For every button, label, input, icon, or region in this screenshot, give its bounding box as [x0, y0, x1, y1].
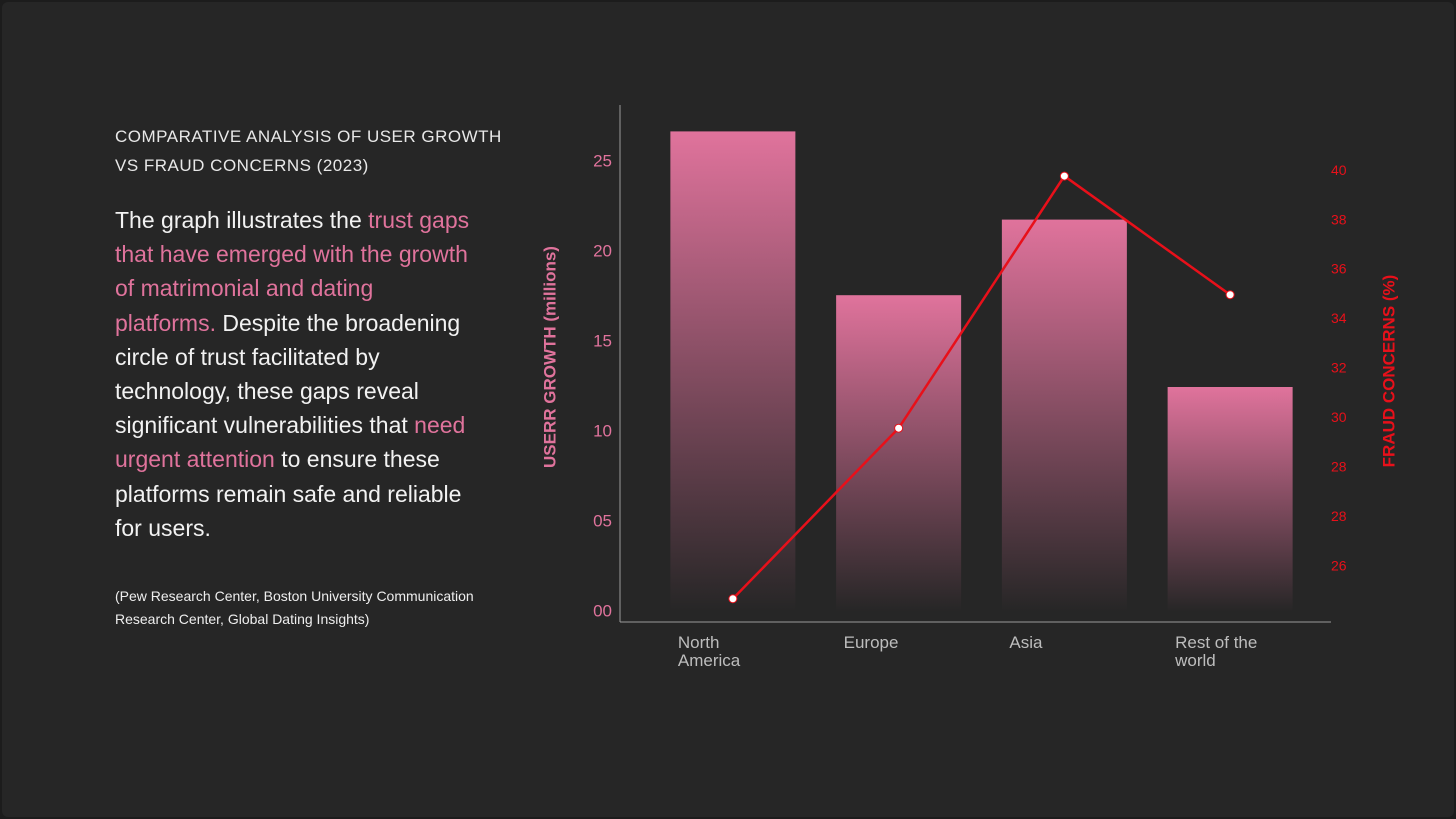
line-point — [894, 423, 904, 433]
line — [731, 174, 1231, 600]
bar — [1001, 219, 1127, 612]
y2-tick-label: 38 — [1331, 211, 1347, 227]
chart-title: COMPARATIVE ANALYSIS OF USER GROWTH VS F… — [115, 127, 502, 175]
x-tick-label: North America — [677, 633, 741, 670]
y2-tick-label: 36 — [1331, 261, 1347, 277]
highlight-text: need urgent attention — [115, 412, 466, 473]
bar — [670, 131, 796, 612]
text: The graph illustrates the — [115, 207, 369, 233]
x-tick-label: Rest of the world — [1175, 633, 1258, 670]
y-tick-label: 25 — [593, 151, 612, 170]
y2-tick-label: 30 — [1331, 409, 1347, 425]
y2-tick-label: 28 — [1331, 508, 1347, 524]
bar — [836, 295, 962, 612]
x-tick-label: Asia — [1009, 633, 1043, 652]
y-tick-label: 10 — [593, 421, 612, 440]
y2-tick-label: 26 — [1331, 557, 1347, 573]
x-tick-label: Europe — [843, 633, 899, 652]
y2-axis-title: FRAUD CONCERNS (%) — [1379, 275, 1398, 468]
description: The graph illustrates the trust gaps tha… — [115, 203, 480, 545]
text: Despite the broadening circle of trust f… — [115, 309, 461, 439]
y-tick-label: 00 — [593, 601, 612, 620]
text: to ensure these platforms remain safe an… — [115, 446, 462, 541]
line-point — [1225, 290, 1235, 300]
y2-tick-label: 28 — [1331, 458, 1347, 474]
line-point — [1059, 171, 1069, 181]
y-tick-label: 05 — [593, 511, 612, 530]
y-axis-title: USERR GROWTH (millions) — [540, 246, 559, 468]
highlight-text: trust gaps that have emerged with the gr… — [115, 207, 470, 336]
line-point — [728, 594, 738, 604]
y-tick-label: 15 — [593, 331, 612, 350]
bar — [1167, 387, 1293, 612]
source: (Pew Research Center, Boston University … — [115, 588, 474, 627]
y-tick-label: 20 — [593, 241, 612, 260]
y2-tick-label: 34 — [1331, 310, 1347, 326]
y2-tick-label: 32 — [1331, 360, 1347, 376]
y2-tick-label: 40 — [1331, 162, 1347, 178]
